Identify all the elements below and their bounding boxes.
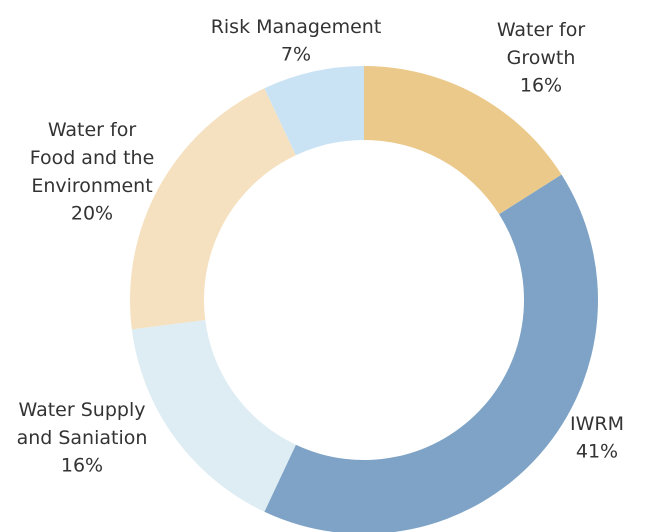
donut-segment: [264, 174, 598, 532]
value-label: 41%: [576, 441, 618, 463]
segment-label: IWRM: [570, 413, 624, 435]
segment-label: Water for Growth: [497, 19, 586, 69]
segment-label: Water for Food and the Environment: [30, 119, 155, 197]
segment-label: Risk Management: [211, 16, 382, 38]
value-label: 16%: [520, 75, 562, 97]
donut-segment: [264, 66, 364, 156]
segment-label: Water Supply and Saniation: [17, 399, 148, 449]
donut-segment: [364, 66, 562, 215]
value-label: 20%: [71, 203, 113, 225]
donut-segment: [131, 320, 296, 512]
donut-segment: [129, 88, 296, 330]
value-label: 7%: [281, 44, 311, 66]
value-label: 16%: [61, 455, 103, 477]
